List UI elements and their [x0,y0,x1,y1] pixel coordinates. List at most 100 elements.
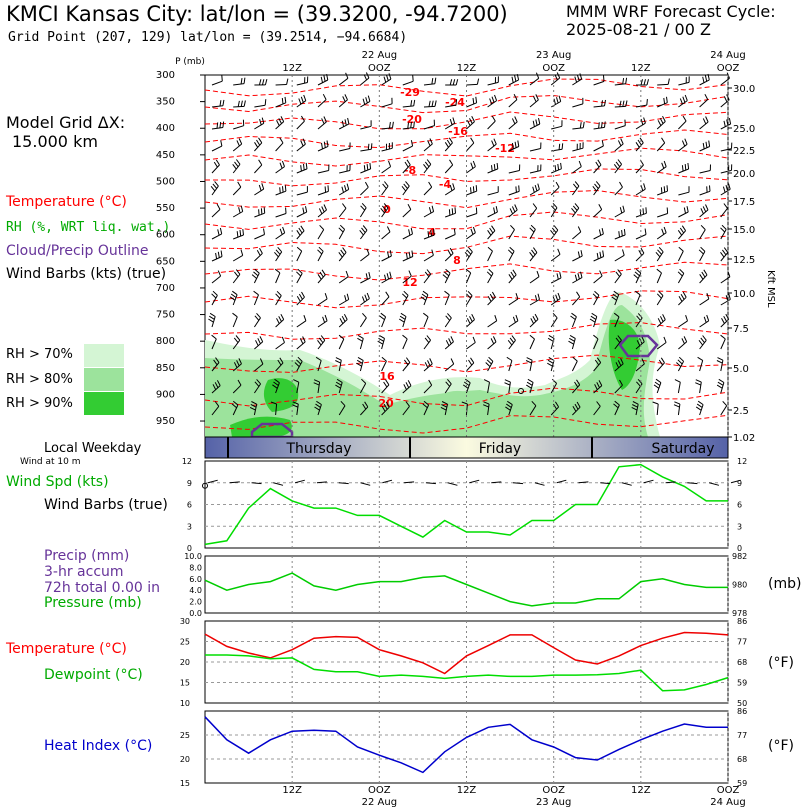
wind-barb [657,83,669,86]
wind-barb-feather [568,340,574,345]
wind-barb-feather [234,161,239,167]
bottom-time-tick-label: OOZ [368,785,391,796]
wind-barb-feather [643,117,646,124]
wind-barb-feather [697,356,703,361]
wind-barb [593,164,602,174]
wind-barb [232,211,243,218]
wind-barb [678,191,690,196]
wind-barb-feather [444,142,449,148]
wind-barb [275,142,284,152]
wind-barb [444,234,456,240]
temperature-tick-right: 59 [737,679,747,688]
wind-barb-feather [704,93,709,100]
surface-wind-barb [578,481,589,484]
wind-barb-feather [685,315,688,322]
wind-barb-feather [366,292,370,299]
wind-barb-feather [237,100,240,107]
wind-barb-feather [447,378,452,385]
wind-barb-feather [663,160,667,167]
wind-barb-feather [706,293,710,300]
wind-barb-feather [317,274,322,280]
wind-barb-feather [300,140,304,147]
wind-barb-feather [213,161,218,168]
wind-barb-feather [596,252,599,259]
wind-barb-feather [555,181,560,188]
wind-barb-feather [603,75,605,82]
surface-wind-barb [513,482,524,485]
wind-barb-feather [386,74,389,81]
wind-barb-feather [599,251,602,258]
wind-barb-feather [673,404,680,408]
wind-barb-feather [658,246,664,253]
wind-barb-feather [298,227,303,234]
wind-barb-feather [433,229,435,236]
wind-barb-feather [335,384,341,389]
wind-barb [529,229,536,240]
wind-barb-feather [217,251,220,258]
wind-barb-feather [705,116,709,123]
wind-barb-feather [294,362,300,367]
wind-barb [550,253,561,262]
wind-barb-feather [420,296,427,301]
wind-barb-feather [317,339,322,346]
wind-barb [232,163,241,174]
wind-barb-feather [323,75,326,82]
wind-barb-feather [222,99,225,106]
wind-barb [529,319,539,328]
wind-barb-feather [408,229,411,236]
wind-barb-feather [640,79,643,86]
wind-barb-feather [286,78,289,85]
wind-barb-feather [356,362,362,367]
wind-barb [465,295,473,306]
wind-barb-feather [720,252,725,258]
wind-barb [402,145,413,152]
wind-barb-feather [335,357,342,361]
wind-barb-feather [697,400,704,406]
top-time-tick-label: OOZ [542,63,565,74]
wind-barb [338,276,349,284]
wind-barb-feather [384,274,387,281]
wind-barb [317,298,328,306]
wind-barb [317,274,326,284]
wind-barb-feather [634,290,641,296]
bottom-date-label: 23 Aug [536,797,571,808]
wind-barb-feather [450,358,455,365]
wind-barb-feather [467,290,473,296]
wind-barb-feather [342,247,347,253]
wind-barb-feather [553,98,556,105]
wind-barb-feather [318,208,323,215]
temperature-contour-label: -12 [495,142,515,155]
kft-tick-label: 2.5 [733,406,749,417]
wind-barb-feather [489,227,494,234]
pressure-tick-label: 550 [156,203,175,214]
wind-barb [572,384,581,394]
wind-barb-feather [604,99,606,106]
wind-barb [508,79,519,86]
wind-barb [529,123,541,130]
heat-index-line [204,716,728,774]
wind-barb [593,295,600,306]
wind-barb-feather [428,181,433,188]
wind-barb [593,275,603,284]
wind-tick-right: 0 [737,544,742,553]
wind-barb [487,341,497,350]
wind-barb-feather [598,380,603,386]
wind-barb-feather [476,78,480,85]
wind-barb-feather [220,140,223,147]
wind-barb-feather [256,379,261,385]
wind-barb-feather [408,251,411,258]
wind-barb [381,166,391,174]
wind-barb-feather [346,293,350,300]
wind-barb-feather [424,362,429,368]
wind-barb [487,296,496,306]
wind-barb [254,363,264,372]
wind-barb-feather [538,117,541,125]
wind-barb-feather [410,100,413,107]
wind-barb-feather [475,185,478,192]
wind-barb-feather [277,246,283,253]
wind-barb-feather [596,357,602,363]
wind-barb-feather [361,202,367,209]
wind-barb-feather [216,122,219,129]
wind-barb-feather [590,315,597,320]
